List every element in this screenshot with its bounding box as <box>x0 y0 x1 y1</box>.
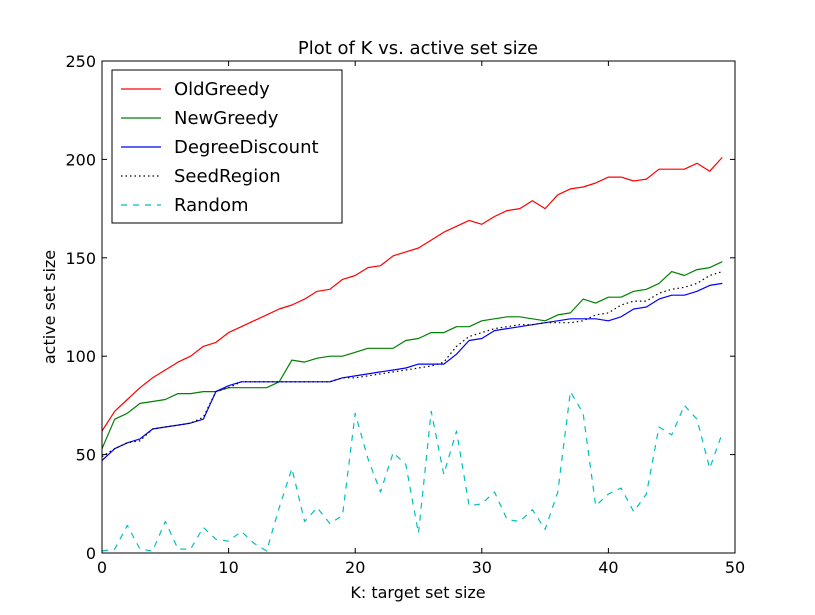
legend-label-degreediscount: DegreeDiscount <box>174 137 319 158</box>
y-tick-label: 200 <box>65 150 96 169</box>
x-tick-label: 10 <box>218 558 238 577</box>
legend-label-oldgreedy: OldGreedy <box>174 79 270 100</box>
chart-title: Plot of K vs. active set size <box>298 38 538 59</box>
x-ticks: 0 10 20 30 40 50 <box>97 61 745 577</box>
series-line-seedregion <box>101 271 723 458</box>
axes-frame <box>101 60 736 554</box>
legend-label-seedregion: SeedRegion <box>174 166 281 187</box>
series-line-oldgreedy <box>101 156 723 432</box>
series-line-random <box>101 391 723 552</box>
plot-area <box>101 156 723 552</box>
legend-label-random: Random <box>174 195 249 216</box>
y-tick-label: 50 <box>76 446 96 465</box>
series-line-newgreedy <box>101 261 723 449</box>
x-tick-label: 30 <box>472 558 492 577</box>
x-tick-label: 40 <box>598 558 618 577</box>
legend: OldGreedy NewGreedy DegreeDiscount SeedRegi… <box>111 69 343 224</box>
y-axis-label: active set size <box>40 250 59 364</box>
x-axis-label: K: target set size <box>350 583 485 602</box>
y-tick-label: 100 <box>65 347 96 366</box>
series-line-degreediscount <box>101 282 723 461</box>
y-ticks: 0 50 100 150 200 250 <box>65 52 735 563</box>
legend-label-newgreedy: NewGreedy <box>174 108 279 129</box>
y-tick-label: 150 <box>65 249 96 268</box>
x-tick-label: 20 <box>345 558 365 577</box>
x-tick-label: 50 <box>725 558 745 577</box>
y-tick-label: 250 <box>65 52 96 71</box>
x-tick-label: 0 <box>97 558 107 577</box>
y-tick-label: 0 <box>86 544 96 563</box>
